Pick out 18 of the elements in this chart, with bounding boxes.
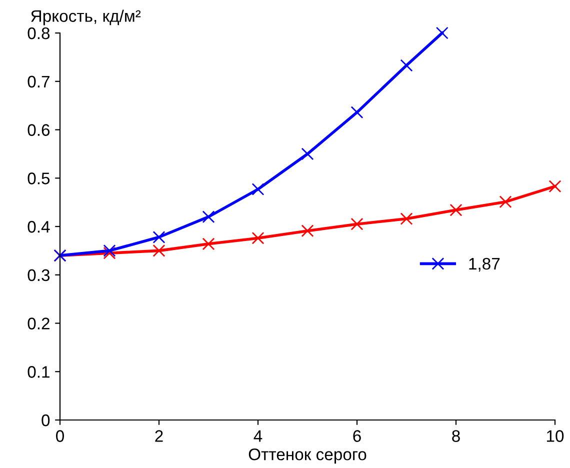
y-tick-label: 0	[42, 414, 50, 426]
y-tick-label: 0.3	[28, 269, 50, 282]
x-tick-label: 4	[254, 430, 262, 442]
x-axis-title: Оттенок серого	[248, 448, 366, 464]
legend-label: 1,87	[469, 258, 500, 272]
x-tick-label: 8	[452, 430, 460, 442]
y-tick-label: 0.7	[28, 76, 50, 88]
x-tick-label: 2	[155, 430, 163, 442]
x-tick-label: 0	[56, 430, 64, 442]
y-axis-title: Яркость, кд/м²	[31, 10, 141, 26]
y-tick-label: 0.1	[28, 366, 50, 378]
y-tick-label: 0.2	[28, 318, 50, 330]
x-tick-label: 10	[547, 430, 564, 442]
y-tick-label: 0.4	[28, 220, 50, 233]
x-tick-label: 6	[353, 430, 361, 442]
y-tick-label: 0.5	[28, 172, 50, 184]
y-tick-label: 0.8	[28, 27, 50, 40]
y-tick-label: 0.6	[28, 124, 50, 136]
